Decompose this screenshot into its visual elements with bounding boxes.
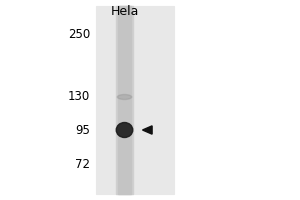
Text: 130: 130 — [68, 90, 90, 102]
Text: 95: 95 — [75, 123, 90, 136]
Bar — [116, 6, 133, 194]
Bar — [118, 6, 131, 194]
Polygon shape — [142, 126, 152, 134]
Text: Hela: Hela — [110, 5, 139, 18]
Bar — [96, 6, 174, 194]
Text: 250: 250 — [68, 27, 90, 40]
Text: 72: 72 — [75, 158, 90, 170]
Ellipse shape — [116, 122, 133, 138]
Ellipse shape — [117, 95, 132, 99]
